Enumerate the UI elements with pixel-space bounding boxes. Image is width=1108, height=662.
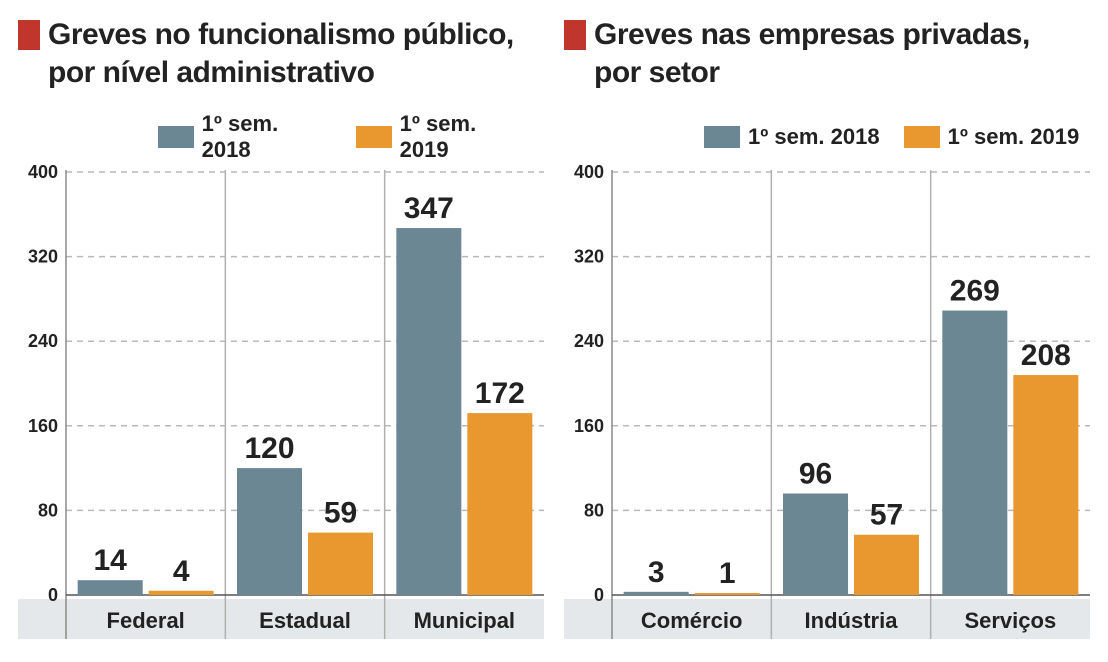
category-label: Serviços [964,608,1056,633]
data-label: 14 [93,544,127,577]
chart-panel-private: Greves nas empresas privadas, por setor … [554,0,1108,662]
data-label: 4 [173,555,190,588]
legend-swatch-2019 [903,126,940,148]
legend-item-2018: 1º sem. 2018 [704,124,880,150]
data-label: 172 [475,377,525,410]
bar [237,468,302,595]
legend-label-2019: 1º sem. 2019 [947,124,1080,149]
legend-label-2019: 1º sem. 2019 [399,111,477,162]
legend-item-2019: 1º sem. 2019 [356,111,530,163]
y-tick-label: 160 [574,416,604,436]
legend-item-2019: 1º sem. 2019 [903,124,1080,150]
category-label: Indústria [805,608,899,633]
legend-swatch-2018 [158,126,194,148]
bar [1013,375,1079,595]
bar [396,228,462,596]
y-tick-label: 320 [28,247,58,267]
data-label: 347 [404,192,454,225]
title-marker [18,20,40,50]
category-label: Federal [107,608,185,633]
y-tick-label: 0 [594,585,604,605]
y-tick-label: 240 [28,331,58,351]
chart-title-line2: por nível administrativo [48,56,375,89]
legend-label-2018: 1º sem. 2018 [201,111,279,162]
bar [694,593,760,595]
chart-title-line1: Greves no funcionalismo público, [48,18,514,51]
legend: 1º sem. 2018 1º sem. 2019 [704,124,1103,150]
y-tick-label: 400 [28,162,58,182]
data-label: 269 [950,275,1000,308]
category-label: Comércio [641,608,742,633]
y-tick-label: 160 [28,416,58,436]
y-tick-label: 240 [574,331,604,351]
data-label: 3 [648,556,665,589]
category-band [564,599,1090,639]
bar [308,532,373,595]
y-tick-label: 400 [574,162,604,182]
legend-swatch-2019 [356,126,392,148]
legend-swatch-2018 [704,126,740,148]
data-label: 120 [244,432,294,465]
legend: 1º sem. 2018 1º sem. 2019 [158,111,554,162]
bar [942,310,1008,595]
bar [148,590,214,595]
data-label: 1 [719,557,736,590]
bar [623,591,689,595]
chart-title-line1: Greves nas empresas privadas, [594,18,1030,51]
bar-chart-public: 0 80 160 240 320 400 14 4 Federal 120 59 Estadual 34… [18,162,544,639]
category-band [18,599,544,639]
data-label: 96 [799,457,832,490]
category-label: Estadual [259,608,351,633]
y-tick-label: 0 [48,585,58,605]
legend-label-2018: 1º sem. 2018 [748,124,880,149]
chart-title: Greves no funcionalismo público, por nív… [48,16,514,92]
data-label: 208 [1021,339,1071,372]
chart-panel-public: Greves no funcionalismo público, por nív… [18,16,554,639]
chart-title-line2: por setor [594,56,720,89]
y-tick-label: 80 [584,500,604,520]
chart-title: Greves nas empresas privadas, por setor [594,16,1030,92]
legend-item-2018: 1º sem. 2018 [158,111,332,163]
y-tick-label: 80 [38,500,58,520]
data-label: 57 [870,499,903,532]
bar-chart-private: 0 80 160 240 320 400 3 1 Comércio 96 57 Indústria 26… [564,162,1090,639]
bar [783,493,848,595]
data-label: 59 [324,497,357,530]
category-label: Municipal [414,608,515,633]
y-tick-label: 320 [574,247,604,267]
title-marker [564,20,586,50]
bar [77,580,143,595]
bar [854,534,919,595]
bar [467,413,533,595]
